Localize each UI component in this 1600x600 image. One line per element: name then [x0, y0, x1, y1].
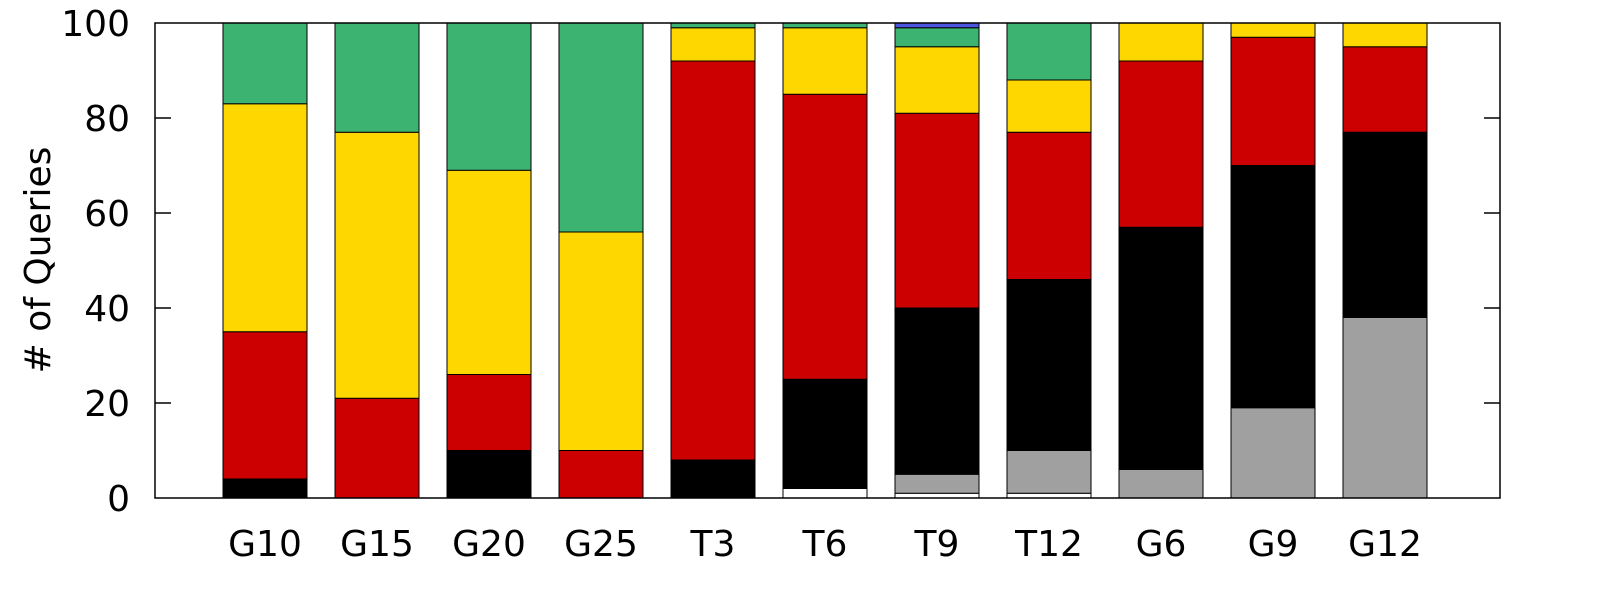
bar-segment-t12-4	[1006, 79, 1092, 133]
y-tick-label-80: 80	[84, 99, 130, 140]
bar-segment-t12-1	[1006, 450, 1092, 494]
x-tick-labels: G10 G15 G20 G25 T3 T6 T9 T12 G6 G9 G12	[228, 524, 1422, 565]
bar-segment-g9-2	[1230, 165, 1316, 409]
bar-segment-g6-3	[1118, 60, 1204, 228]
bar-segment-g6-4	[1118, 22, 1204, 62]
bar-segment-g20-2	[446, 450, 532, 499]
bar-segment-t9-3	[894, 112, 980, 309]
x-tick-label-t12: T12	[1014, 524, 1083, 565]
y-tick-label-60: 60	[84, 194, 130, 235]
bar-segment-t12-2	[1006, 279, 1092, 451]
x-tick-label-t3: T3	[690, 524, 736, 565]
bar-segment-g6-1	[1118, 469, 1204, 499]
bar-segment-g10-4	[222, 103, 308, 333]
y-tick-label-100: 100	[61, 4, 130, 45]
bar-segment-g12-3	[1342, 46, 1428, 133]
y-tick-label-20: 20	[84, 384, 130, 425]
x-tick-label-g9: G9	[1248, 524, 1299, 565]
bar-segment-t9-2	[894, 307, 980, 475]
bar-segment-g9-1	[1230, 407, 1316, 499]
bar-segment-g20-3	[446, 374, 532, 451]
bar-segment-g15-5	[334, 22, 420, 133]
bar-segment-g10-2	[222, 478, 308, 499]
bar-segment-t3-2	[670, 459, 756, 499]
bar-segment-g15-3	[334, 397, 420, 499]
bar-segment-t3-4	[670, 27, 756, 62]
x-tick-label-g10: G10	[228, 524, 302, 565]
bar-segment-g9-3	[1230, 36, 1316, 166]
x-tick-label-g20: G20	[452, 524, 526, 565]
bar-segment-t6-3	[782, 93, 868, 380]
bar-segment-g12-2	[1342, 131, 1428, 318]
tick-layer	[155, 117, 1500, 404]
bar-segment-g25-3	[558, 450, 644, 499]
x-tick-label-g12: G12	[1348, 524, 1422, 565]
bar-segment-t9-4	[894, 46, 980, 114]
bar-segment-g6-2	[1118, 226, 1204, 470]
bar-segment-t3-3	[670, 60, 756, 461]
x-tick-label-g15: G15	[340, 524, 414, 565]
bar-layer	[222, 22, 1428, 499]
y-tick-label-0: 0	[107, 479, 130, 520]
plot-frame	[154, 22, 1501, 499]
bar-segment-g15-4	[334, 131, 420, 399]
x-tick-label-g25: G25	[564, 524, 638, 565]
bar-segment-g10-5	[222, 22, 308, 105]
bar-segment-t9-5	[894, 27, 980, 48]
bar-segment-g12-1	[1342, 317, 1428, 499]
y-axis-label: # of Queries	[18, 147, 59, 374]
bar-segment-t12-5	[1006, 22, 1092, 81]
bar-segment-t6-2	[782, 378, 868, 489]
bar-segment-g12-4	[1342, 22, 1428, 48]
bar-segment-t6-4	[782, 27, 868, 95]
x-tick-label-t6: T6	[802, 524, 848, 565]
y-tick-label-40: 40	[84, 289, 130, 330]
bar-segment-t6-0	[782, 488, 868, 499]
bar-segment-t12-3	[1006, 131, 1092, 280]
x-tick-label-g6: G6	[1136, 524, 1187, 565]
bar-segment-g10-3	[222, 331, 308, 480]
y-tick-labels: 0 20 40 60 80 100	[61, 4, 130, 520]
bar-segment-g25-4	[558, 231, 644, 451]
bar-segment-g20-4	[446, 169, 532, 375]
bar-segment-g9-4	[1230, 22, 1316, 38]
bar-segment-g20-5	[446, 22, 532, 171]
x-tick-label-t9: T9	[914, 524, 960, 565]
bar-segment-g25-5	[558, 22, 644, 233]
bar-segment-t9-1	[894, 473, 980, 494]
